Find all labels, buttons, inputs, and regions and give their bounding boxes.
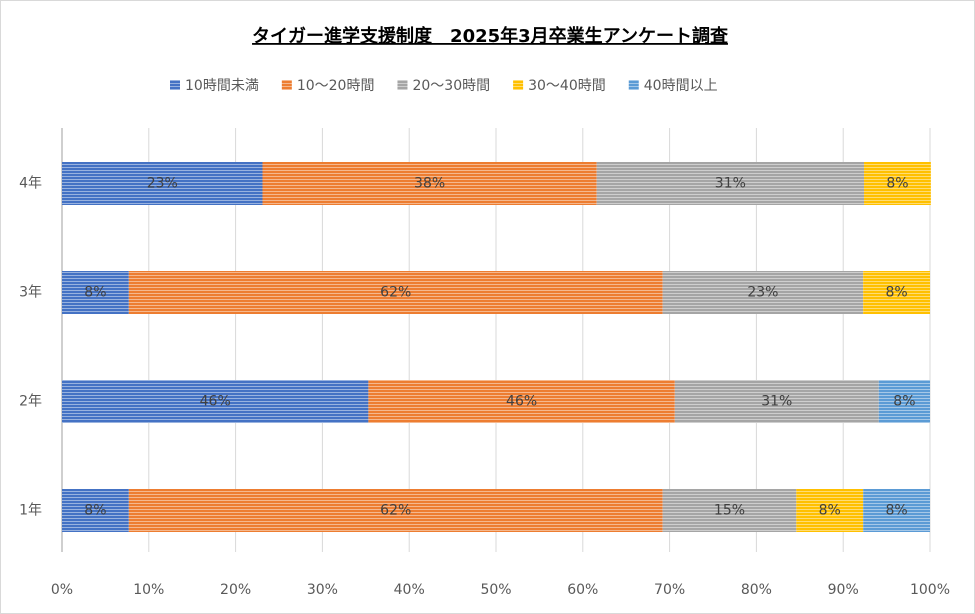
data-label: 46% [506,394,537,410]
x-tick-label: 50% [480,582,511,598]
y-tick-label: 3年 [19,285,42,301]
x-tick-label: 10% [133,582,164,598]
legend-label: 10〜20時間 [297,78,375,94]
x-tick-label: 100% [910,582,950,598]
data-label: 8% [84,285,106,301]
legend-swatch [628,80,639,90]
bar-segment [128,489,663,532]
bar-segment [674,380,879,423]
data-label: 31% [715,176,746,192]
data-label: 23% [747,285,778,301]
data-label: 62% [380,285,411,301]
data-label: 8% [819,503,841,519]
data-label: 31% [761,394,792,410]
legend-swatch [397,80,408,90]
bar-segment [863,271,930,314]
y-tick-label: 2年 [19,394,42,410]
legend-swatch [281,80,292,90]
chart-title: タイガー進学支援制度 2025年3月卒業生アンケート調査 [252,25,728,47]
bar-segment [128,271,663,314]
legend-swatch [170,80,180,90]
x-tick-label: 40% [394,582,425,598]
legend-swatch [513,80,524,90]
legend-label: 30〜40時間 [528,78,606,94]
y-tick-label: 1年 [19,503,42,519]
data-label: 8% [893,394,915,410]
bar-segment [662,489,797,532]
data-label: 46% [200,394,231,410]
data-label: 15% [714,503,745,519]
bar-segment [262,162,597,205]
data-label: 23% [147,176,178,192]
legend-label: 20〜30時間 [412,78,490,94]
data-label: 62% [380,503,411,519]
bar-segment [62,489,129,532]
bar-segment [863,489,930,532]
bar-segment [878,380,930,423]
data-label: 8% [885,285,907,301]
y-tick-label: 4年 [19,176,42,192]
data-label: 8% [886,176,908,192]
bar-segment [62,380,369,423]
data-label: 38% [414,176,445,192]
bar-segment [62,162,263,205]
bar-segment [864,162,931,205]
bar-segment [62,271,129,314]
x-tick-label: 30% [307,582,338,598]
legend-label: 10時間未満 [185,78,259,94]
bar-segment [368,380,675,423]
x-tick-label: 20% [220,582,251,598]
bar-segment [596,162,865,205]
x-tick-label: 60% [567,582,598,598]
bar-segment [796,489,864,532]
x-tick-label: 0% [51,582,73,598]
data-label: 8% [885,503,907,519]
data-label: 8% [84,503,106,519]
bar-segment [662,271,864,314]
x-tick-label: 90% [828,582,859,598]
x-tick-label: 80% [741,582,772,598]
legend-label: 40時間以上 [644,78,718,94]
x-tick-label: 70% [654,582,685,598]
